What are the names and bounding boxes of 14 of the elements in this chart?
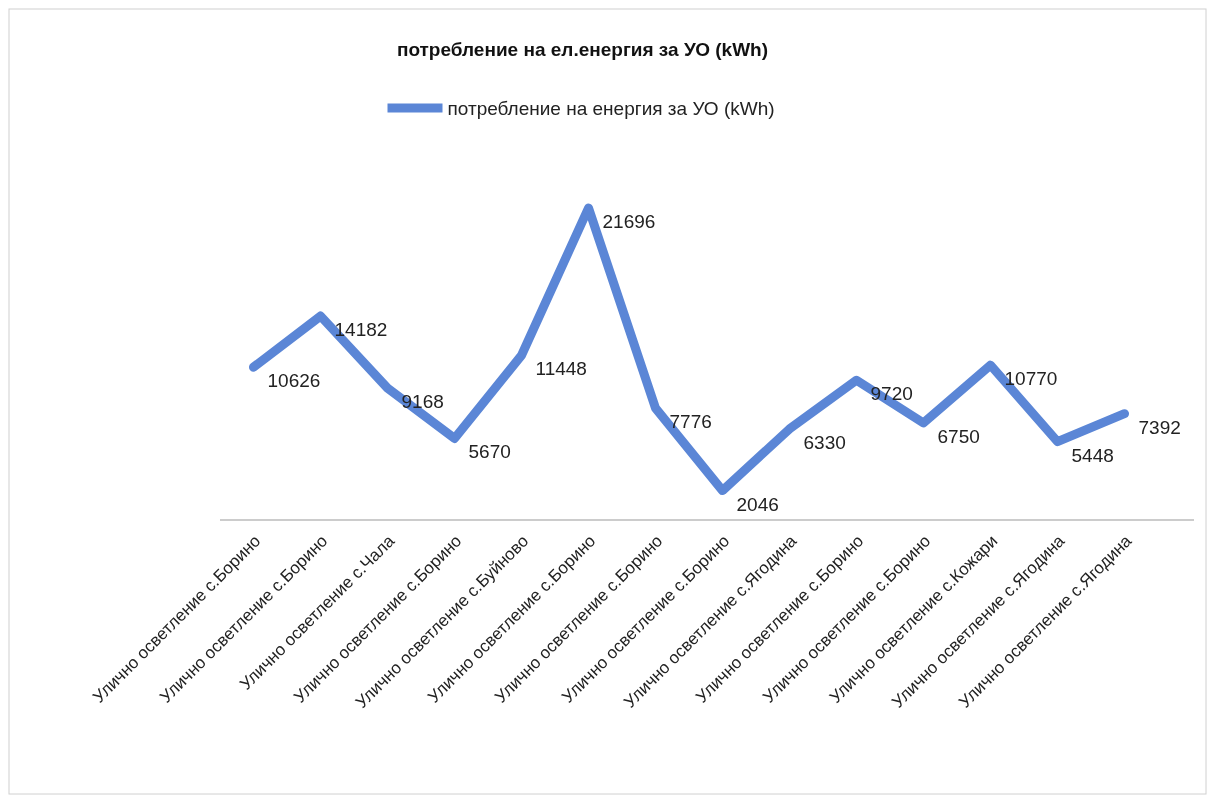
data-label: 5448 (1071, 444, 1114, 466)
data-label: 10770 (1004, 368, 1058, 390)
data-label: 21696 (602, 211, 656, 232)
data-label: 7776 (669, 411, 712, 433)
data-label: 6330 (803, 431, 846, 453)
data-label: 7392 (1138, 416, 1181, 438)
data-label: 2046 (736, 493, 779, 515)
data-label: 10626 (267, 370, 321, 392)
data-label: 5670 (468, 441, 511, 463)
legend-label: потребление на енергия за УО (kWh) (447, 98, 775, 119)
data-label: 11448 (535, 358, 587, 380)
data-label: 14182 (334, 319, 388, 341)
data-label: 6750 (937, 425, 980, 447)
chart-title: потребление на ел.енергия за УО (kWh) (396, 39, 769, 60)
